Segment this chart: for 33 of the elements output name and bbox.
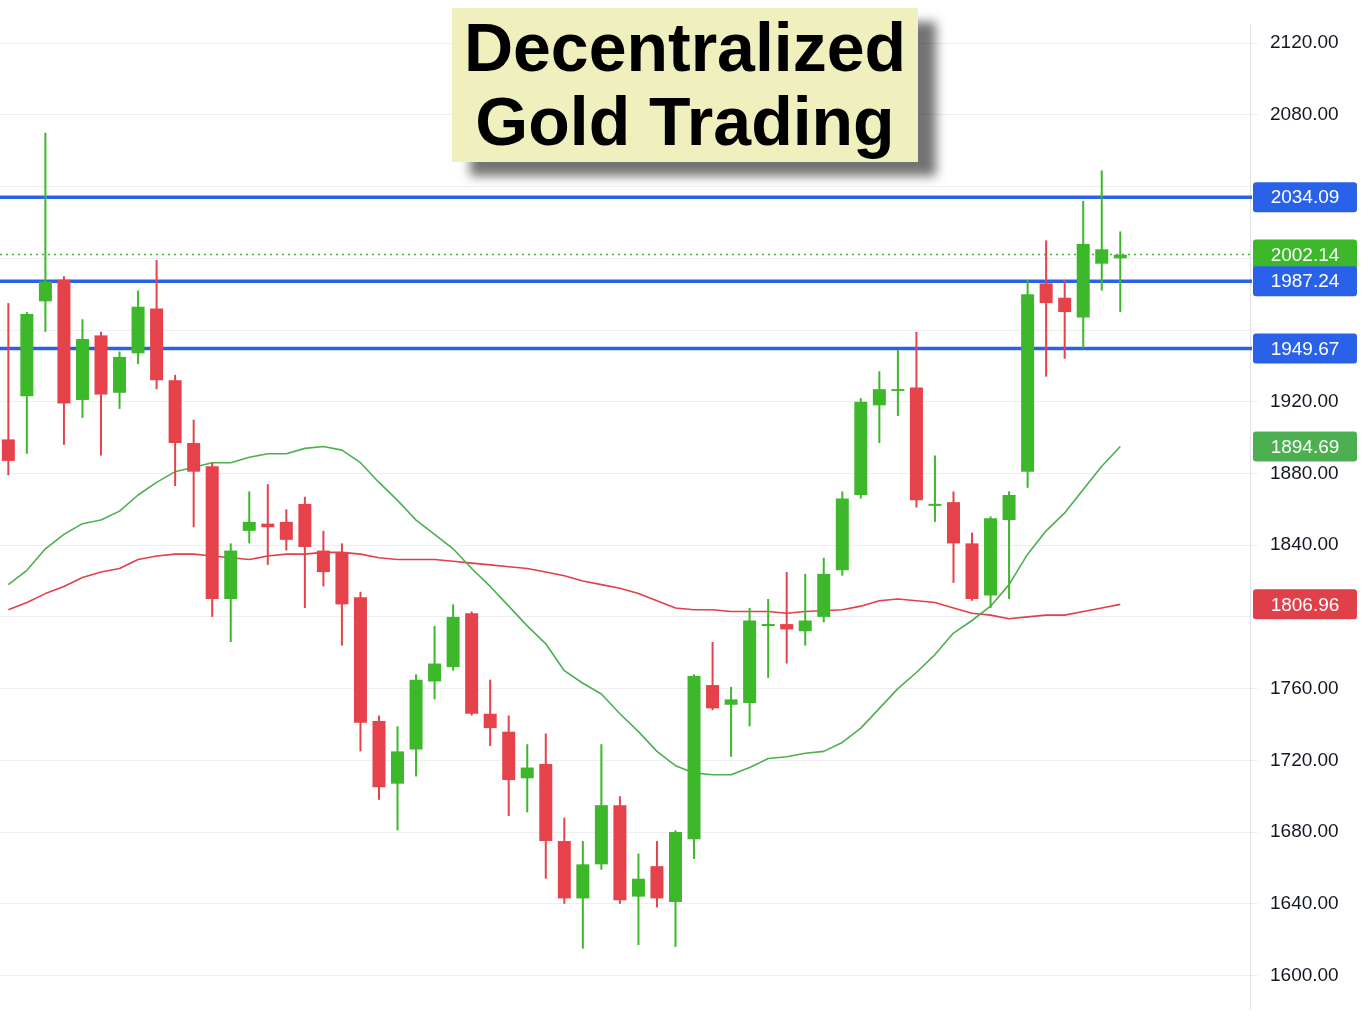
candlestick [706,641,720,712]
candlestick [483,678,497,748]
ref-line-label: 2002.14 [1270,243,1340,265]
candlestick [928,454,942,523]
candlestick [1058,278,1072,360]
candlestick [428,624,442,701]
ref-line-label: 1949.67 [1270,337,1340,359]
y-tick-label: 1760.00 [1270,676,1339,698]
candlestick [631,852,645,947]
y-tick-label: 1880.00 [1270,461,1339,483]
ref-line-label: 2034.09 [1270,186,1340,208]
text: 1806.96 [1270,593,1340,615]
y-tick-label: 1680.00 [1270,820,1339,842]
y-tick-label: 1840.00 [1270,533,1339,555]
y-tick-label: 1640.00 [1270,892,1339,914]
y-tick-label: 1720.00 [1270,748,1339,770]
text: 1894.69 [1270,435,1340,457]
chart-title: Decentralized Gold Trading [452,8,918,162]
candlestick [798,572,812,647]
y-tick-label: 2120.00 [1270,31,1339,53]
candlestick [242,490,256,545]
y-tick-label: 1920.00 [1270,389,1339,411]
candlestick [1,302,15,477]
candlestick [1039,239,1053,378]
ref-line-label: 1987.24 [1270,270,1340,292]
candlestick [724,685,738,758]
candlestick [872,370,886,444]
candlestick [761,597,775,679]
candlestick [279,508,293,552]
candlestick [520,743,534,814]
candlestick [891,348,905,418]
y-tick-label: 2080.00 [1270,103,1339,125]
y-tick-label: 1600.00 [1270,963,1339,985]
